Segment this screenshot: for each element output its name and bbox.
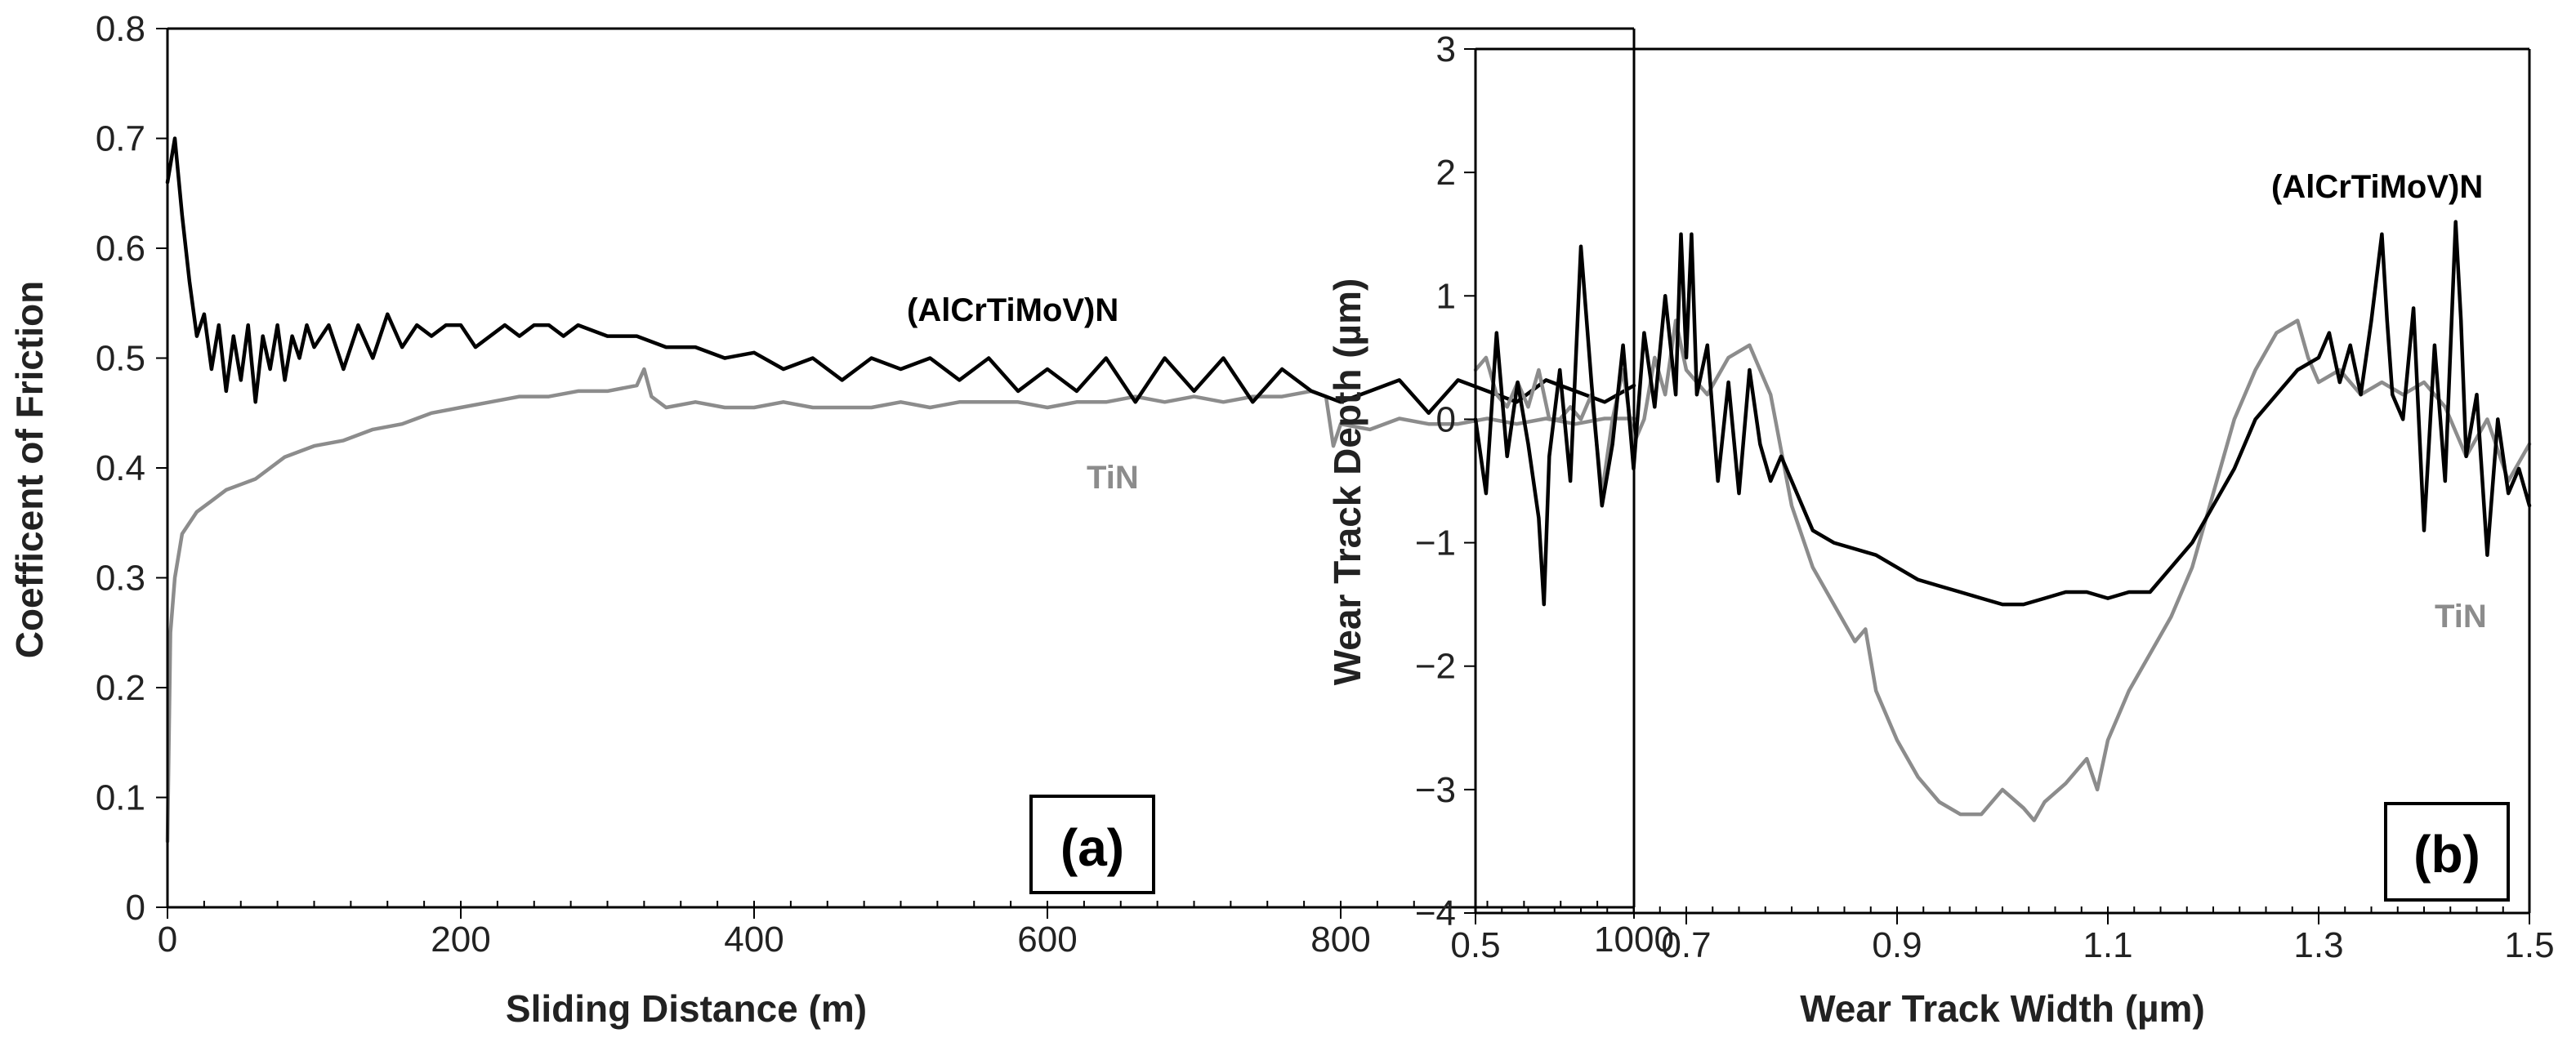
panel-b-x-tick-label: 0.7 (1661, 925, 1711, 965)
panel-b-y-tick-label: 0 (1436, 399, 1456, 439)
panel-a-tag: (a) (1060, 818, 1124, 877)
panel-b-tag-box (2384, 802, 2510, 902)
panel-b-x-tick-label: 0.5 (1450, 925, 1500, 965)
panel-a-series-tin (165, 367, 1636, 844)
panel-b-y-axis-title: Wear Track Depth (µm) (1326, 278, 1368, 686)
chart-panel-a: 00.10.20.30.40.50.60.70.80 200 400 600 800 10… (8, 9, 1674, 1030)
panel-a-y-tick-label: 0 (126, 888, 145, 928)
panel-b-ticks: −4 −3 −2 −1 0 1 2 3 0.5 0.7 0.9 1.1 1.3 1.5 (1415, 29, 2555, 965)
chart-panel-b: −4 −3 −2 −1 0 1 2 3 0.5 0.7 0.9 1.1 1.3 1.5 (AlCrTiMo… (1326, 29, 2555, 1030)
panel-b-y-tick-label: 2 (1436, 153, 1456, 193)
panel-a-x-tick-label: 600 (1017, 920, 1077, 960)
panel-b-x-tick-label: 1.5 (2504, 925, 2554, 965)
panel-b-y-tick-label: −2 (1415, 647, 1456, 687)
panel-b-x-axis-title: Wear Track Width (µm) (1800, 987, 2205, 1030)
panel-a-y-tick-label: 0.4 (96, 448, 145, 488)
panel-a-y-tick-label: 0.2 (96, 668, 145, 708)
panel-a-y-tick-label: 0.6 (96, 229, 145, 269)
panel-a-x-tick-label: 1000 (1594, 920, 1674, 960)
panel-b-y-tick-label: 1 (1436, 276, 1456, 316)
panel-b-tag: (b) (2413, 825, 2480, 884)
panel-a-y-tick-label: 0.8 (96, 9, 145, 49)
panel-b-series-alcrtimovn (1473, 220, 2532, 607)
panel-b-y-tick-label: 3 (1436, 29, 1456, 69)
panel-a-label-alcrtimov: (AlCrTiMoV)N (907, 292, 1118, 328)
panel-b-label-tin: TiN (2435, 599, 2487, 635)
panel-a-y-tick-label: 0.1 (96, 778, 145, 818)
panel-a-series-alcrtimovn (165, 136, 1636, 416)
panel-b-label-alcrtimov: (AlCrTiMoV)N (2271, 169, 2483, 205)
panel-a-label-tin: TiN (1087, 460, 1139, 496)
panel-a-x-tick-label: 0 (158, 920, 177, 960)
panel-a-series (165, 136, 1636, 844)
panel-a-x-tick-label: 200 (431, 920, 490, 960)
panel-a-y-tick-label: 0.5 (96, 339, 145, 379)
panel-a-y-tick-label: 0.7 (96, 119, 145, 159)
panel-b-x-tick-label: 1.3 (2293, 925, 2343, 965)
panel-a-x-axis-title: Sliding Distance (m) (506, 987, 867, 1030)
panel-b-x-tick-label: 1.1 (2083, 925, 2132, 965)
panel-b-y-tick-label: −3 (1415, 770, 1456, 810)
panel-a-x-tick-label: 800 (1310, 920, 1370, 960)
panel-b-y-tick-label: −1 (1415, 523, 1456, 563)
panel-b-series (1473, 220, 2532, 822)
panel-a-y-tick-label: 0.3 (96, 559, 145, 599)
panel-a-tag-box (1029, 795, 1155, 894)
panel-b-x-tick-label: 0.9 (1872, 925, 1922, 965)
panel-b-y-tick-label: −4 (1415, 893, 1456, 933)
panel-a-ticks: 00.10.20.30.40.50.60.70.80 200 400 600 800 10… (96, 9, 1674, 960)
panel-a-x-tick-label: 400 (724, 920, 784, 960)
panel-a-y-axis-title: Coefficent of Friction (8, 281, 51, 659)
